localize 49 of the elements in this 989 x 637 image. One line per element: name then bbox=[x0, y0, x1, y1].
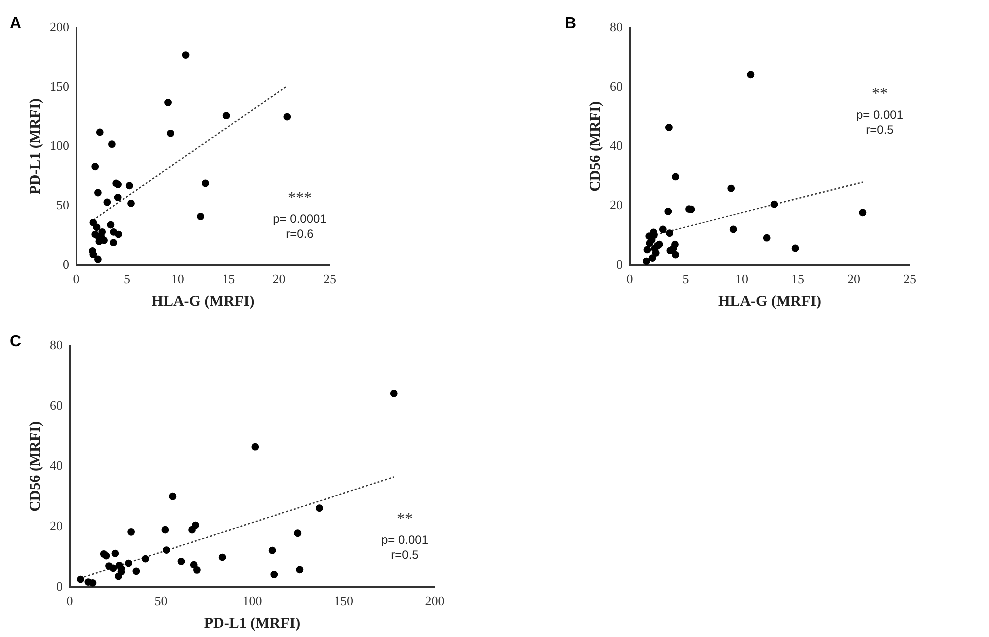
y-axis-title: PD-L1 (MRFI) bbox=[28, 98, 44, 195]
y-tick-label: 0 bbox=[63, 256, 70, 272]
annotation: p= 0.001 bbox=[381, 533, 429, 548]
x-tick-label: 25 bbox=[324, 272, 336, 287]
annotation: r=0.6 bbox=[286, 227, 314, 242]
y-axis-title: CD56 (MRFI) bbox=[588, 101, 604, 192]
x-tick-label: 50 bbox=[154, 594, 168, 609]
y-tick-label: 80 bbox=[610, 19, 623, 34]
y-tick-label: 60 bbox=[50, 398, 63, 413]
x-tick-label: 0 bbox=[73, 272, 80, 287]
annotation: r=0.5 bbox=[866, 122, 894, 137]
annotation: p= 0.001 bbox=[856, 108, 904, 122]
x-tick-label: 25 bbox=[904, 272, 916, 287]
annotation: *** bbox=[288, 190, 312, 208]
x-tick-label: 10 bbox=[171, 272, 184, 287]
chart-title: C bbox=[10, 333, 22, 350]
x-tick-label: 5 bbox=[124, 272, 130, 287]
x-tick-label: 100 bbox=[242, 594, 262, 609]
x-axis-title: PD-L1 (MRFI) bbox=[204, 616, 301, 632]
x-tick-label: 20 bbox=[848, 272, 860, 287]
annotation: p= 0.0001 bbox=[273, 212, 328, 226]
y-tick-label: 40 bbox=[50, 458, 63, 474]
x-tick-label: 200 bbox=[425, 594, 445, 609]
chart-title: B bbox=[565, 15, 577, 32]
x-tick-label: 10 bbox=[736, 272, 748, 287]
x-tick-label: 15 bbox=[792, 272, 804, 287]
y-tick-label: 20 bbox=[610, 197, 623, 212]
y-tick-label: 150 bbox=[50, 78, 70, 94]
x-tick-label: 0 bbox=[626, 272, 634, 287]
y-tick-label: 20 bbox=[50, 518, 63, 534]
y-tick-label: 40 bbox=[610, 138, 623, 154]
y-tick-label: 0 bbox=[56, 578, 63, 594]
chart-title: A bbox=[10, 15, 22, 32]
annotation: ** bbox=[397, 511, 413, 528]
x-tick-label: 15 bbox=[222, 272, 236, 287]
annotation: ** bbox=[872, 86, 888, 103]
y-tick-label: 80 bbox=[50, 337, 63, 352]
x-axis-title: HLA-G (MRFI) bbox=[152, 294, 255, 310]
annotation: r=0.5 bbox=[391, 548, 420, 562]
y-tick-label: 200 bbox=[50, 19, 70, 34]
y-axis-title: CD56 (MRFI) bbox=[28, 421, 44, 512]
y-tick-label: 0 bbox=[616, 256, 623, 272]
x-axis-title: HLA-G (MRFI) bbox=[718, 294, 822, 310]
x-tick-label: 150 bbox=[334, 594, 354, 609]
y-tick-label: 60 bbox=[610, 78, 623, 94]
y-tick-label: 50 bbox=[56, 197, 70, 212]
x-tick-label: 20 bbox=[272, 272, 286, 287]
y-tick-label: 100 bbox=[50, 138, 70, 154]
x-tick-label: 5 bbox=[682, 272, 690, 287]
